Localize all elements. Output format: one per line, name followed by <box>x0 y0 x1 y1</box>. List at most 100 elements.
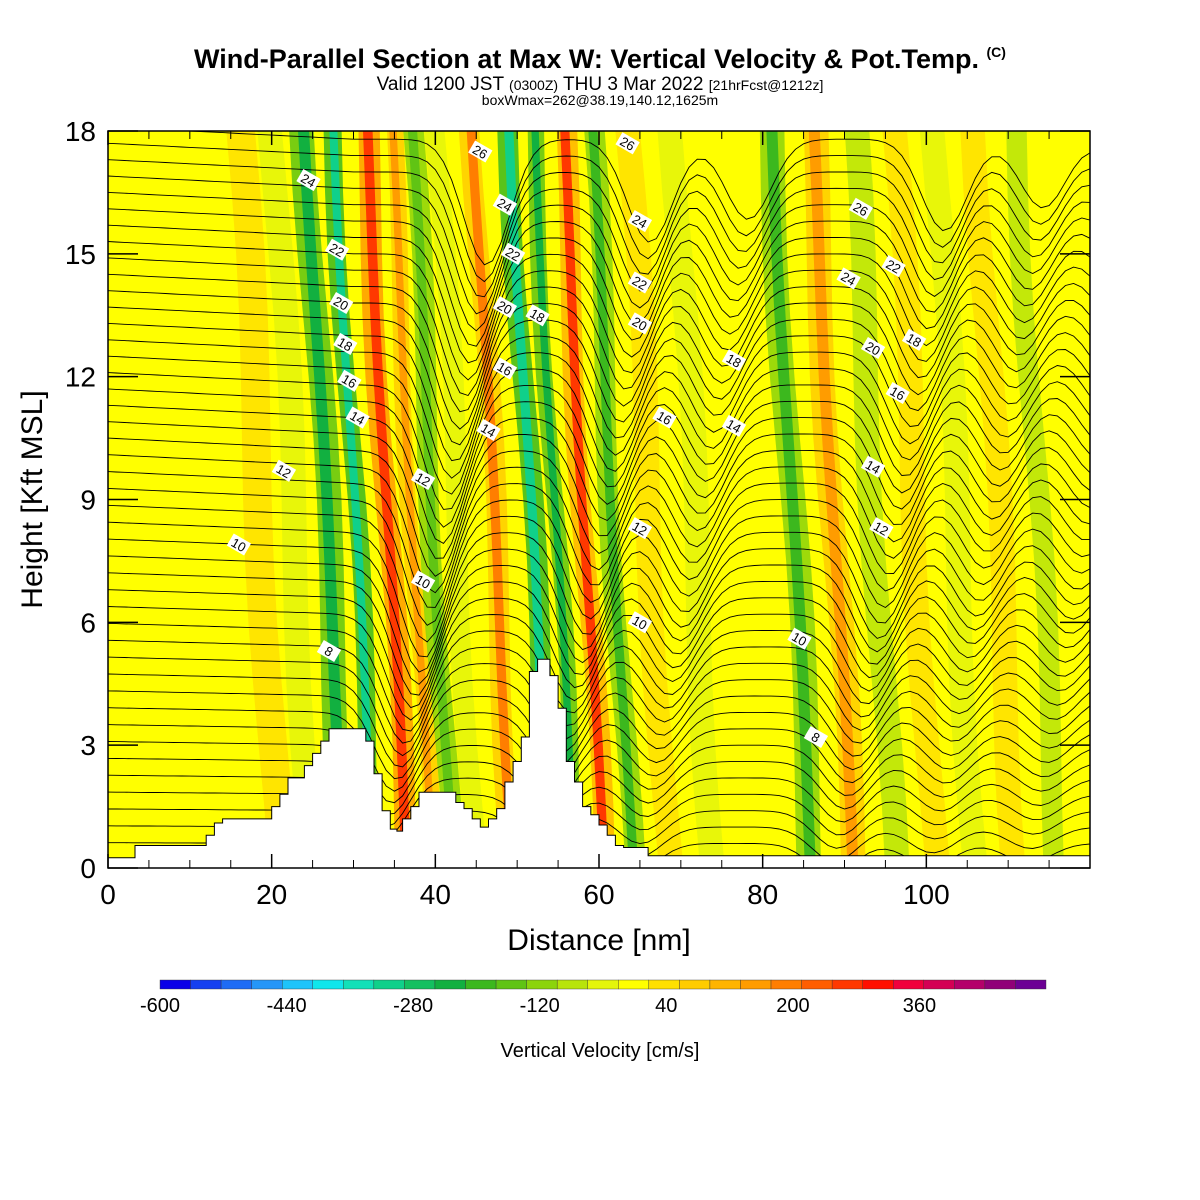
theta-label-box <box>337 369 362 392</box>
theta-contour <box>108 257 1090 397</box>
theta-label-box <box>492 357 518 380</box>
theta-label: 14 <box>345 406 370 429</box>
theta-label-box <box>836 267 861 290</box>
colorbar-label: Vertical Velocity [cm/s] <box>501 1040 700 1062</box>
theta-label: 16 <box>652 406 677 429</box>
theta-label: 14 <box>721 414 747 437</box>
theta-contour <box>108 388 1090 528</box>
theta-label: 24 <box>492 193 518 216</box>
theta-label-text: 18 <box>724 351 744 371</box>
theta-label-text: 16 <box>339 371 359 391</box>
y-tick-label: 6 <box>80 607 96 638</box>
theta-label: 10 <box>627 611 653 634</box>
theta-label-box <box>226 533 252 556</box>
velocity-band <box>844 131 910 868</box>
theta-label-text: 26 <box>851 199 871 219</box>
colorbar-swatch <box>954 979 986 990</box>
theta-label-box <box>869 517 894 540</box>
colorbar-swatch <box>862 979 894 990</box>
theta-label: 20 <box>492 296 518 319</box>
theta-label: 20 <box>860 336 886 360</box>
velocity-band <box>699 131 763 868</box>
colorbar-swatch <box>312 979 344 990</box>
x-tick-label: 0 <box>100 879 116 910</box>
x-tick-label: 40 <box>420 879 451 910</box>
theta-label-text: 12 <box>871 519 891 539</box>
theta-label-text: 12 <box>630 519 650 539</box>
theta-label-box <box>296 169 321 192</box>
velocity-core <box>298 131 350 868</box>
colorbar-swatch <box>587 979 619 990</box>
theta-label-box <box>627 210 653 233</box>
chart-valid-time: Valid 1200 JST (0300Z) THU 3 Mar 2022 [2… <box>376 74 824 95</box>
theta-label: 12 <box>627 517 653 540</box>
theta-label-text: 24 <box>630 211 650 231</box>
theta-contour <box>108 241 1090 381</box>
velocity-core <box>808 131 859 868</box>
velocity-core <box>363 131 411 868</box>
theta-label-text: 26 <box>617 134 637 154</box>
theta-contour <box>108 208 1090 347</box>
chart-title: Wind-Parallel Section at Max W: Vertical… <box>194 44 1006 74</box>
theta-label: 16 <box>885 381 910 405</box>
colorbar-swatch <box>556 979 588 990</box>
theta-label: 24 <box>627 210 653 233</box>
theta-contour <box>108 774 1090 839</box>
colorbar-swatch <box>648 979 680 990</box>
colorbar-swatch <box>465 979 497 990</box>
theta-label-box <box>324 238 350 261</box>
theta-label-box <box>476 418 501 441</box>
theta-contour <box>108 142 1090 283</box>
theta-contour <box>108 175 1090 315</box>
theta-contour-labels: 24 22 20 18 16 14 12 10 8 12 10 26 24 22 20 18 16 14 26 24 2… <box>226 132 927 749</box>
theta-label-text: 10 <box>789 629 809 649</box>
axes: 0 20 40 60 80 100 0 3 6 9 12 15 18 Distance [nm] Heigh… <box>16 116 1091 957</box>
theta-label-box <box>860 336 886 360</box>
theta-label: 20 <box>627 312 653 335</box>
theta-label: 24 <box>836 267 861 290</box>
theta-contour <box>108 290 1090 430</box>
velocity-band <box>163 131 233 868</box>
velocity-core <box>407 131 459 868</box>
velocity-band <box>615 131 684 868</box>
theta-label: 8 <box>316 639 342 663</box>
theta-contours <box>108 131 1090 868</box>
theta-label-text: 22 <box>503 244 523 264</box>
theta-contour <box>108 306 1090 446</box>
theta-label-box <box>492 296 518 319</box>
colorbar-swatch <box>831 979 863 990</box>
theta-label: 14 <box>860 455 886 478</box>
theta-contour <box>108 741 1090 815</box>
colorbar-tick-label: 200 <box>776 995 809 1017</box>
theta-label: 22 <box>500 242 526 265</box>
theta-label-text: 16 <box>495 359 515 379</box>
theta-label: 26 <box>848 197 874 220</box>
theta-label-box <box>627 517 653 540</box>
theta-label-box <box>468 140 493 163</box>
colorbar-tick-label: 40 <box>655 995 677 1017</box>
theta-contour <box>108 707 1090 792</box>
theta-label: 10 <box>787 627 812 650</box>
theta-label-text: 10 <box>630 613 650 633</box>
theta-label-box <box>652 406 677 429</box>
colorbar-swatch <box>434 979 466 990</box>
theta-label-text: 14 <box>478 420 498 440</box>
theta-label: 20 <box>329 291 354 315</box>
colorbar-swatch <box>526 979 558 990</box>
theta-contour <box>108 589 1090 709</box>
theta-label-text: 24 <box>838 269 858 289</box>
theta-label-box <box>860 455 886 478</box>
theta-label-text: 22 <box>630 273 650 293</box>
theta-label-text: 18 <box>335 334 355 354</box>
theta-contour <box>108 339 1090 479</box>
theta-label-box <box>615 132 640 155</box>
theta-label-text: 20 <box>630 314 650 334</box>
theta-label-box <box>848 197 874 220</box>
terrain-profile <box>108 658 1090 868</box>
velocity-band <box>108 131 145 868</box>
colorbar-swatch <box>709 979 741 990</box>
x-tick-label: 20 <box>256 879 287 910</box>
theta-label-box <box>721 414 747 437</box>
x-tick-label: 100 <box>903 879 950 910</box>
